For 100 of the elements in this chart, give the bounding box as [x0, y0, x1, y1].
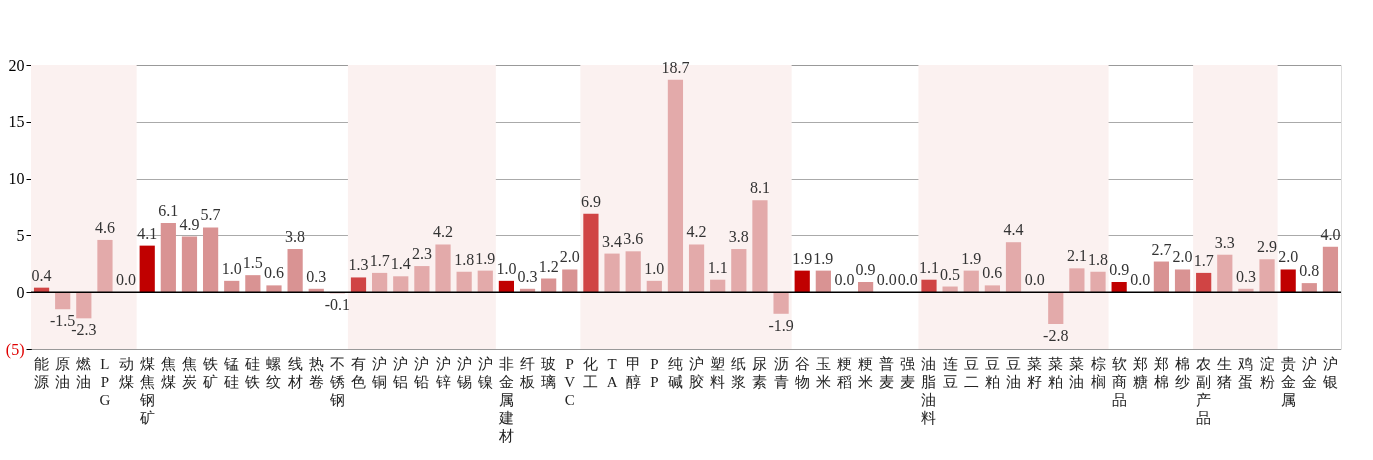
data-label: -2.8	[1043, 327, 1069, 345]
x-tick-label: 玉米	[815, 356, 831, 390]
x-tick-label: 纸浆	[731, 356, 747, 390]
data-label: 3.8	[728, 228, 749, 246]
x-tick-label: 粳米	[858, 356, 874, 390]
bar	[97, 239, 113, 293]
data-label: 0.0	[897, 271, 918, 289]
x-tick-label: 铁矿	[202, 356, 219, 390]
data-label: 0.0	[1024, 271, 1045, 289]
x-tick-label: 农副产品	[1196, 356, 1212, 426]
x-tick-label: 甲醇	[625, 356, 641, 390]
x-tick-label: 焦炭	[181, 356, 197, 390]
data-label: 0.5	[940, 265, 961, 283]
x-tick-label: 贵金属	[1280, 356, 1296, 408]
bar	[667, 79, 684, 293]
x-tick-label: 豆油	[1006, 356, 1021, 390]
data-label: 1.9	[961, 249, 982, 267]
x-tick-label: 线材	[286, 356, 303, 390]
data-label: 0.8	[1299, 262, 1320, 280]
data-label: 2.9	[1257, 238, 1278, 256]
data-label: 2.3	[411, 245, 432, 263]
data-label: 0.3	[306, 267, 327, 285]
data-label: 0.3	[1235, 267, 1256, 285]
data-label: 1.1	[918, 258, 939, 276]
data-label: 4.1	[137, 224, 158, 242]
x-tick-label: 郑糖	[1132, 356, 1148, 390]
data-label: 0.0	[1130, 271, 1151, 289]
bar	[1048, 292, 1064, 325]
x-tick-label: 菜油	[1069, 356, 1085, 390]
data-label: 4.0	[1320, 225, 1341, 243]
x-tick-label: PVC	[564, 356, 576, 408]
bar	[625, 251, 641, 293]
bar	[435, 244, 451, 293]
x-tick-label: 郑棉	[1153, 356, 1169, 390]
x-tick-label: 豆粕	[984, 356, 1000, 390]
data-label: 0.0	[116, 271, 137, 289]
bar	[139, 245, 155, 293]
x-tick-label: 塑料	[710, 356, 726, 390]
data-label: 1.0	[644, 259, 665, 277]
y-tick-label: 10	[8, 170, 25, 188]
x-tick-label: PP	[650, 356, 659, 390]
x-tick-label: 有色	[351, 356, 366, 390]
y-tick-label: (5)	[5, 340, 25, 359]
x-tick-label: 沪金	[1301, 356, 1317, 390]
x-tick-label: 煤焦钢矿	[138, 356, 155, 426]
data-label: 0.0	[834, 271, 855, 289]
bar	[583, 213, 599, 293]
data-label: 4.4	[1003, 221, 1024, 239]
data-label: 1.8	[1088, 250, 1109, 268]
x-tick-label: 沪锡	[455, 356, 472, 390]
data-label: -1.9	[768, 316, 794, 334]
x-tick-label: 尿素	[752, 356, 768, 390]
x-tick-label: 连豆	[942, 356, 958, 390]
x-tick-label: 菜粕	[1048, 356, 1064, 390]
data-label: 1.1	[707, 258, 728, 276]
bar	[815, 270, 831, 293]
x-tick-label: TA	[606, 356, 618, 390]
y-tick-label: 20	[8, 56, 25, 74]
data-label: 0.9	[855, 260, 876, 278]
data-label: 1.2	[538, 257, 559, 275]
x-tick-label: 生猪	[1217, 356, 1233, 390]
y-tick-label: 15	[8, 113, 25, 131]
bar	[76, 292, 92, 319]
x-tick-label: 谷物	[794, 356, 810, 390]
bar	[604, 253, 620, 293]
bar	[393, 276, 409, 293]
x-tick-label: 沪锌	[434, 356, 451, 390]
data-label: 2.0	[1278, 248, 1299, 266]
x-tick-label: 纤板	[519, 356, 536, 390]
bar	[55, 292, 71, 310]
data-label: 1.0	[221, 259, 242, 277]
data-label: 1.5	[242, 254, 263, 272]
data-label: 6.9	[580, 192, 601, 210]
data-label: 0.9	[1109, 260, 1130, 278]
x-tick-label: 不锈钢	[328, 356, 345, 408]
x-tick-label: 锰硅	[223, 356, 240, 390]
x-tick-label: 普麦	[879, 356, 895, 390]
bar	[245, 275, 261, 293]
y-tick-label: 5	[16, 226, 25, 244]
data-label: 1.7	[1193, 251, 1214, 269]
bar	[1174, 269, 1191, 293]
x-tick-label: 菜籽	[1027, 356, 1043, 390]
data-label: 2.0	[559, 248, 580, 266]
data-label: 8.1	[749, 179, 770, 197]
x-tick-label: 沪镍	[476, 356, 493, 390]
bar	[1090, 271, 1106, 293]
data-label: 3.8	[285, 228, 306, 246]
y-tick-label: 0	[16, 283, 25, 301]
bar	[752, 200, 768, 293]
data-label: 4.2	[686, 223, 707, 241]
x-tick-label: 棕榈	[1090, 356, 1106, 390]
data-label: 3.4	[602, 232, 623, 250]
x-tick-label: 油脂油料	[921, 356, 937, 426]
bar	[731, 249, 747, 293]
x-tick-label: 化工	[583, 356, 599, 390]
x-tick-label: 沪胶	[689, 356, 705, 390]
bar	[1280, 269, 1296, 293]
bar	[794, 270, 810, 293]
data-label: 2.7	[1151, 240, 1172, 258]
bar	[773, 292, 789, 314]
